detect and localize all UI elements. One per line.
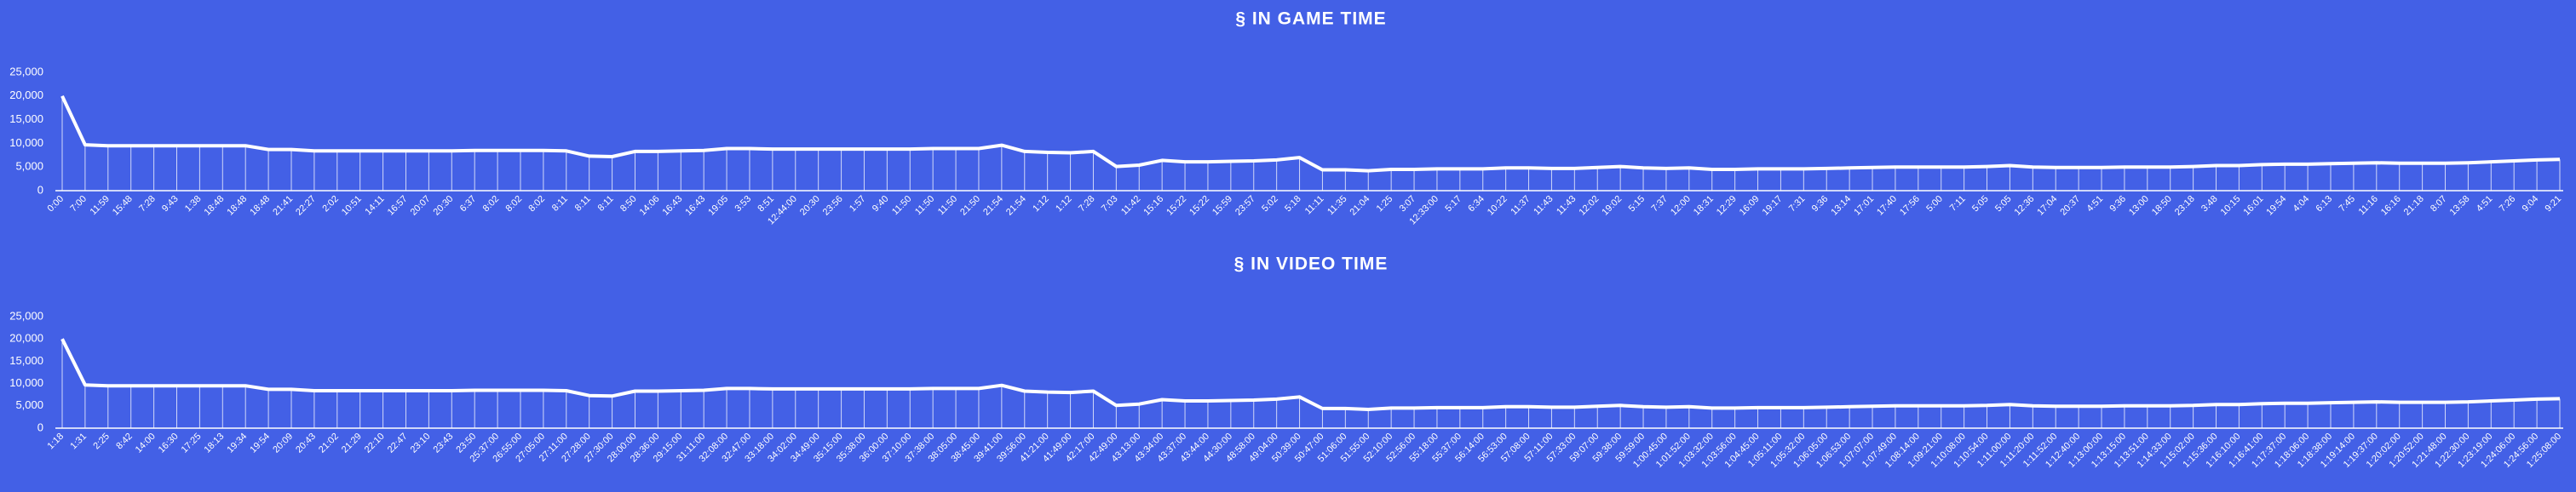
y-tick-label: 5,000 [15,160,43,173]
chart-title: § IN VIDEO TIME [1234,255,1389,274]
y-tick-label: 15,000 [9,354,43,367]
y-tick-label: 15,000 [9,112,43,125]
y-tick-label: 10,000 [9,136,43,149]
y-tick-label: 10,000 [9,376,43,389]
y-tick-label: 0 [37,420,43,433]
y-tick-label: 20,000 [9,332,43,345]
chart-title: § IN GAME TIME [1235,9,1386,29]
data-line [60,338,2561,411]
y-tick-label: 0 [37,183,43,196]
y-tick-label: 5,000 [15,398,43,411]
y-tick-label: 20,000 [9,89,43,101]
data-line [60,94,2561,173]
y-tick-label: 25,000 [9,309,43,322]
y-tick-label: 25,000 [9,65,43,77]
